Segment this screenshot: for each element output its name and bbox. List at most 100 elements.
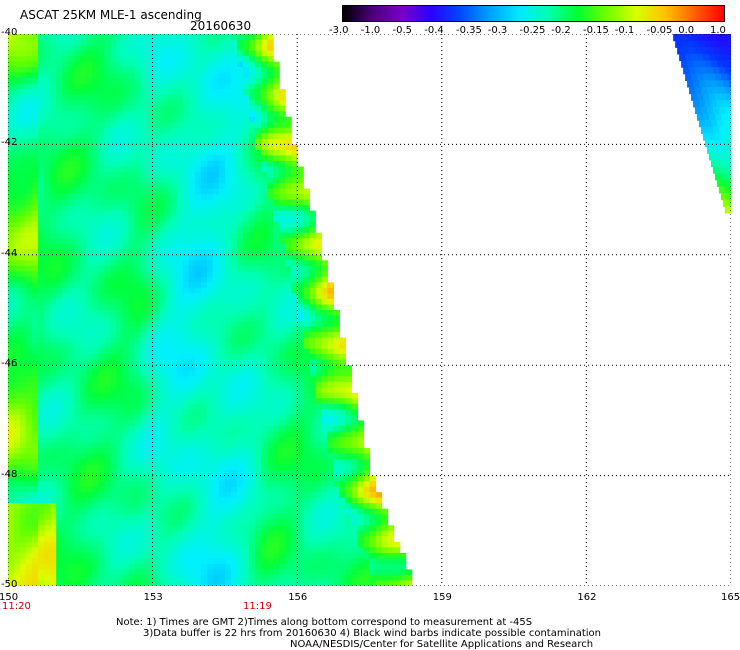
heatmap-cell [44, 464, 51, 471]
heatmap-cell [170, 149, 178, 157]
heatmap-cell [44, 271, 51, 278]
heatmap-cell [309, 420, 316, 427]
heatmap-cell [224, 431, 232, 438]
heatmap-cell [285, 414, 292, 421]
heatmap-cell [38, 260, 45, 267]
heatmap-cell [218, 398, 226, 405]
heatmap-cell [261, 332, 268, 339]
heatmap-cell [303, 287, 310, 295]
heatmap-cell [255, 276, 262, 283]
heatmap-cell [291, 486, 298, 493]
heatmap-cell [267, 310, 274, 317]
heatmap-cell [32, 56, 39, 63]
heatmap-cell [104, 100, 112, 107]
heatmap-cell [152, 448, 160, 455]
heatmap-cell [249, 343, 256, 350]
heatmap-cell [164, 199, 172, 206]
heatmap-cell [200, 194, 208, 201]
heatmap-cell [230, 276, 238, 283]
heatmap-cell [315, 304, 322, 311]
heatmap-cell [170, 486, 178, 493]
heatmap-cell [158, 61, 166, 68]
heatmap-cell [242, 541, 250, 548]
heatmap-cell [8, 210, 15, 217]
heatmap-cell [44, 61, 51, 68]
heatmap-cell [104, 265, 112, 272]
heatmap-cell [80, 381, 87, 388]
heatmap-cell [128, 199, 136, 206]
heatmap-cell [152, 392, 160, 399]
heatmap-cell [104, 293, 112, 300]
heatmap-cell [224, 83, 232, 90]
heatmap-cell [38, 282, 45, 289]
heatmap-cell [363, 470, 371, 477]
heatmap-cell [122, 409, 130, 416]
heatmap-cell [249, 243, 256, 250]
heatmap-cell [164, 111, 172, 118]
heatmap-cell [146, 61, 154, 68]
heatmap-cell [255, 387, 262, 394]
heatmap-cell [92, 127, 99, 134]
heatmap-cell [267, 514, 274, 521]
heatmap-cell [116, 72, 124, 79]
heatmap-cell [279, 199, 286, 206]
heatmap-cell [170, 392, 178, 399]
heatmap-cell [26, 172, 33, 179]
heatmap-cell [303, 354, 310, 361]
heatmap-cell [297, 238, 304, 245]
heatmap-cell [242, 475, 250, 482]
heatmap-cell [74, 238, 81, 245]
heatmap-cell [110, 166, 118, 173]
heatmap-cell [92, 398, 99, 405]
heatmap-cell [182, 392, 190, 399]
heatmap-cell [134, 100, 142, 107]
heatmap-cell [315, 530, 322, 537]
heatmap-cell [80, 464, 87, 471]
heatmap-cell [110, 536, 118, 543]
heatmap-cell [164, 177, 172, 184]
heatmap-cell [315, 459, 322, 466]
heatmap-cell [339, 486, 346, 493]
heatmap-cell [230, 492, 238, 499]
heatmap-cell [44, 78, 51, 85]
heatmap-cell [212, 72, 220, 79]
heatmap-cell [62, 519, 69, 526]
heatmap-cell [236, 61, 244, 68]
heatmap-cell [182, 287, 190, 295]
heatmap-cell [291, 530, 298, 537]
heatmap-cell [128, 503, 136, 510]
heatmap-cell [122, 45, 130, 52]
heatmap-cell [200, 403, 208, 410]
heatmap-cell [122, 326, 130, 333]
heatmap-cell [176, 337, 184, 344]
heatmap-cell [345, 414, 353, 421]
heatmap-cell [194, 497, 202, 504]
heatmap-cell [44, 492, 51, 499]
heatmap-cell [267, 144, 274, 151]
heatmap-cell [38, 459, 45, 466]
heatmap-cell [140, 304, 148, 311]
heatmap-cell [134, 144, 142, 151]
heatmap-cell [104, 354, 112, 361]
heatmap-cell [267, 453, 274, 460]
heatmap-cell [200, 343, 208, 350]
heatmap-cell [56, 370, 63, 377]
heatmap-cell [74, 337, 81, 344]
heatmap-cell [128, 315, 136, 322]
heatmap-cell [206, 486, 214, 493]
heatmap-cell [32, 111, 39, 118]
heatmap-cell [315, 442, 322, 449]
heatmap-cell [158, 155, 166, 162]
heatmap-cell [128, 448, 136, 455]
heatmap-cell [32, 403, 39, 410]
heatmap-cell [218, 359, 226, 366]
heatmap-cell [110, 409, 118, 416]
heatmap-cell [56, 436, 63, 444]
heatmap-cell [26, 470, 33, 477]
heatmap-cell [212, 265, 220, 272]
heatmap-cell [309, 221, 316, 228]
heatmap-cell [333, 414, 340, 421]
heatmap-cell [242, 298, 250, 306]
heatmap-cell [255, 205, 262, 212]
heatmap-cell [170, 177, 178, 184]
